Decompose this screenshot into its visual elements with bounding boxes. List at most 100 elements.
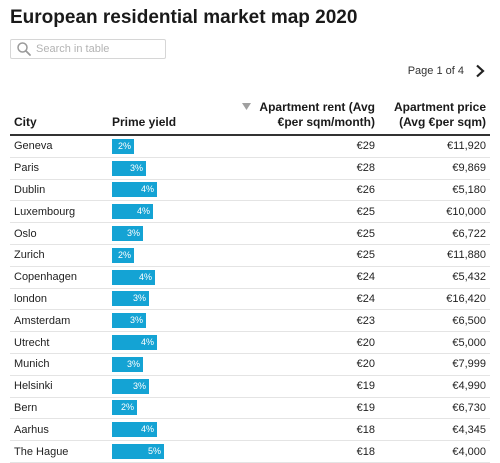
cell-apartment-price: €9,869 bbox=[379, 157, 490, 180]
yield-bar: 3% bbox=[112, 226, 143, 242]
cell-apartment-price: €4,000 bbox=[379, 440, 490, 463]
chevron-right-icon[interactable] bbox=[474, 64, 486, 78]
cell-apartment-price: €5,180 bbox=[379, 179, 490, 202]
table-row: Zurich 2% €25 €11,880 bbox=[10, 244, 490, 267]
table-row: Paris 3% €28 €9,869 bbox=[10, 157, 490, 180]
column-header-city[interactable]: City bbox=[10, 93, 108, 136]
cell-prime-yield: 3% bbox=[108, 222, 231, 245]
cell-prime-yield: 3% bbox=[108, 288, 231, 311]
table-row: london 3% €24 €16,420 bbox=[10, 288, 490, 311]
cell-apartment-price: €11,920 bbox=[379, 135, 490, 158]
yield-bar: 4% bbox=[112, 182, 157, 198]
table-row: Geneva 2% €29 €11,920 bbox=[10, 135, 490, 158]
cell-apartment-price: €4,990 bbox=[379, 375, 490, 398]
search-input[interactable] bbox=[36, 43, 161, 55]
cell-prime-yield: 2% bbox=[108, 135, 231, 158]
cell-prime-yield: 2% bbox=[108, 244, 231, 267]
cell-city: Amsterdam bbox=[10, 309, 108, 333]
cell-apartment-rent: €26 bbox=[231, 179, 379, 202]
yield-bar: 4% bbox=[112, 204, 153, 220]
table-row: Dublin 4% €26 €5,180 bbox=[10, 179, 490, 202]
yield-bar: 3% bbox=[112, 160, 146, 176]
cell-city: Bern bbox=[10, 397, 108, 420]
cell-city: Copenhagen bbox=[10, 266, 108, 289]
column-header-apartment-rent[interactable]: Apartment rent (Avg €per sqm/month) bbox=[231, 93, 379, 136]
cell-prime-yield: 3% bbox=[108, 157, 231, 180]
cell-prime-yield: 4% bbox=[108, 179, 231, 202]
cell-prime-yield: 4% bbox=[108, 200, 231, 224]
yield-bar: 4% bbox=[112, 335, 157, 351]
cell-prime-yield: 3% bbox=[108, 309, 231, 333]
search-icon bbox=[17, 42, 31, 56]
cell-city: Aarhus bbox=[10, 418, 108, 442]
cell-apartment-rent: €18 bbox=[231, 418, 379, 442]
table-row: Utrecht 4% €20 €5,000 bbox=[10, 331, 490, 354]
cell-apartment-rent: €24 bbox=[231, 288, 379, 311]
cell-apartment-price: €16,420 bbox=[379, 288, 490, 311]
table-row: Copenhagen 4% €24 €5,432 bbox=[10, 266, 490, 289]
cell-city: Helsinki bbox=[10, 375, 108, 398]
cell-apartment-rent: €23 bbox=[231, 309, 379, 333]
cell-city: Oslo bbox=[10, 222, 108, 245]
data-table: City Prime yield Apartment rent (Avg €per… bbox=[10, 93, 490, 463]
sort-down-icon[interactable] bbox=[242, 103, 252, 110]
yield-bar: 2% bbox=[112, 400, 137, 416]
cell-apartment-rent: €25 bbox=[231, 222, 379, 245]
cell-apartment-rent: €24 bbox=[231, 266, 379, 289]
table-row: Aarhus 4% €18 €4,345 bbox=[10, 418, 490, 442]
table-header-row: City Prime yield Apartment rent (Avg €per… bbox=[10, 93, 490, 136]
cell-apartment-rent: €20 bbox=[231, 353, 379, 376]
cell-prime-yield: 2% bbox=[108, 397, 231, 420]
page-title: European residential market map 2020 bbox=[10, 7, 358, 28]
table-row: Munich 3% €20 €7,999 bbox=[10, 353, 490, 376]
page-indicator: Page 1 of 4 bbox=[407, 65, 464, 77]
search-box[interactable] bbox=[10, 39, 166, 59]
cell-prime-yield: 3% bbox=[108, 353, 231, 376]
cell-city: Dublin bbox=[10, 179, 108, 202]
cell-prime-yield: 4% bbox=[108, 331, 231, 354]
cell-city: Utrecht bbox=[10, 331, 108, 354]
cell-city: Geneva bbox=[10, 135, 108, 158]
cell-apartment-price: €6,500 bbox=[379, 309, 490, 333]
cell-prime-yield: 4% bbox=[108, 418, 231, 442]
cell-city: The Hague bbox=[10, 440, 108, 463]
yield-bar: 5% bbox=[112, 444, 164, 460]
table-row: Amsterdam 3% €23 €6,500 bbox=[10, 309, 490, 333]
cell-apartment-rent: €28 bbox=[231, 157, 379, 180]
yield-bar: 4% bbox=[112, 422, 157, 438]
pagination: Page 1 of 4 bbox=[408, 64, 486, 78]
yield-bar: 3% bbox=[112, 356, 143, 372]
cell-city: london bbox=[10, 288, 108, 311]
yield-bar: 4% bbox=[112, 269, 155, 285]
cell-city: Luxembourg bbox=[10, 200, 108, 224]
cell-city: Paris bbox=[10, 157, 108, 180]
cell-apartment-price: €4,345 bbox=[379, 418, 490, 442]
yield-bar: 3% bbox=[112, 313, 146, 329]
table-row: Helsinki 3% €19 €4,990 bbox=[10, 375, 490, 398]
cell-apartment-price: €11,880 bbox=[379, 244, 490, 267]
cell-apartment-price: €6,722 bbox=[379, 222, 490, 245]
cell-apartment-price: €6,730 bbox=[379, 397, 490, 420]
yield-bar: 3% bbox=[112, 378, 149, 394]
cell-apartment-rent: €29 bbox=[231, 135, 379, 158]
cell-apartment-rent: €19 bbox=[231, 397, 379, 420]
cell-prime-yield: 3% bbox=[108, 375, 231, 398]
table-row: Oslo 3% €25 €6,722 bbox=[10, 222, 490, 245]
cell-city: Munich bbox=[10, 353, 108, 376]
cell-apartment-rent: €20 bbox=[231, 331, 379, 354]
cell-city: Zurich bbox=[10, 244, 108, 267]
cell-apartment-price: €10,000 bbox=[379, 200, 490, 224]
cell-prime-yield: 5% bbox=[108, 440, 231, 463]
cell-apartment-rent: €25 bbox=[231, 200, 379, 224]
yield-bar: 2% bbox=[112, 247, 134, 263]
cell-apartment-price: €5,432 bbox=[379, 266, 490, 289]
yield-bar: 3% bbox=[112, 291, 149, 307]
cell-apartment-rent: €18 bbox=[231, 440, 379, 463]
column-header-apartment-price[interactable]: Apartment price (Avg €per sqm) bbox=[379, 93, 490, 136]
table-row: The Hague 5% €18 €4,000 bbox=[10, 440, 490, 463]
cell-apartment-price: €5,000 bbox=[379, 331, 490, 354]
cell-apartment-rent: €25 bbox=[231, 244, 379, 267]
yield-bar: 2% bbox=[112, 138, 134, 154]
column-header-prime-yield[interactable]: Prime yield bbox=[108, 93, 231, 136]
cell-prime-yield: 4% bbox=[108, 266, 231, 289]
